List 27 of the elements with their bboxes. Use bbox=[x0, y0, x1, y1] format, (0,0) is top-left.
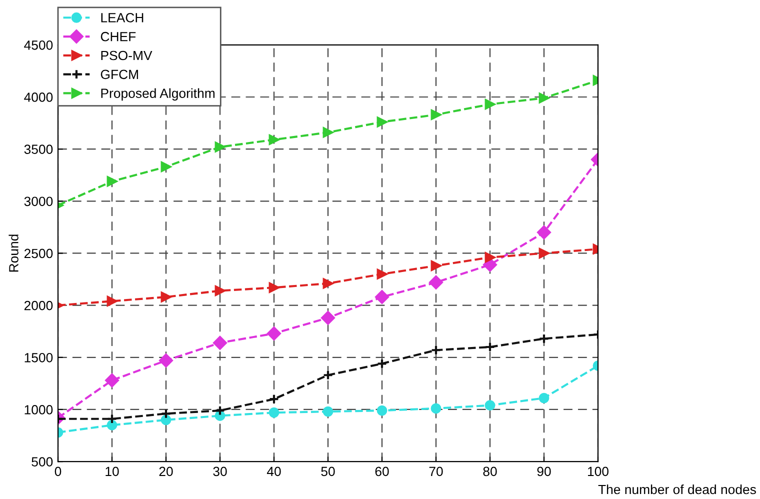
x-tick-label: 50 bbox=[321, 466, 335, 476]
legend-label: PSO-MV bbox=[101, 50, 152, 60]
x-axis-title: The number of dead nodes bbox=[598, 484, 756, 494]
y-tick-label: 4500 bbox=[24, 40, 53, 50]
y-tick-label: 500 bbox=[32, 457, 53, 466]
legend-label: CHEF bbox=[100, 32, 136, 42]
y-tick-label: 3000 bbox=[24, 196, 53, 206]
legend-label: GFCM bbox=[100, 70, 138, 80]
x-tick-label: 10 bbox=[106, 466, 119, 476]
y-tick-label: 4000 bbox=[24, 92, 53, 102]
x-tick-label: 80 bbox=[483, 466, 497, 476]
legend-label: Proposed Algorithm bbox=[101, 88, 215, 101]
y-tick-label: 2000 bbox=[24, 300, 53, 310]
x-tick-label: 40 bbox=[266, 466, 281, 476]
legend-label: LEACH bbox=[101, 13, 144, 22]
y-tick-label: 1000 bbox=[24, 405, 53, 414]
x-tick-label: 0 bbox=[54, 466, 62, 476]
x-tick-label: 30 bbox=[213, 466, 227, 476]
y-axis-title: Round bbox=[8, 234, 18, 272]
y-tick-label: 1500 bbox=[24, 352, 53, 362]
y-tick-label: 2500 bbox=[24, 248, 53, 258]
x-tick-label: 100 bbox=[588, 466, 608, 476]
y-tick-label: 3500 bbox=[24, 144, 53, 154]
x-tick-label: 60 bbox=[375, 466, 389, 476]
x-tick-label: 70 bbox=[429, 466, 443, 476]
x-tick-label: 20 bbox=[159, 466, 173, 476]
x-tick-label: 90 bbox=[537, 466, 551, 476]
